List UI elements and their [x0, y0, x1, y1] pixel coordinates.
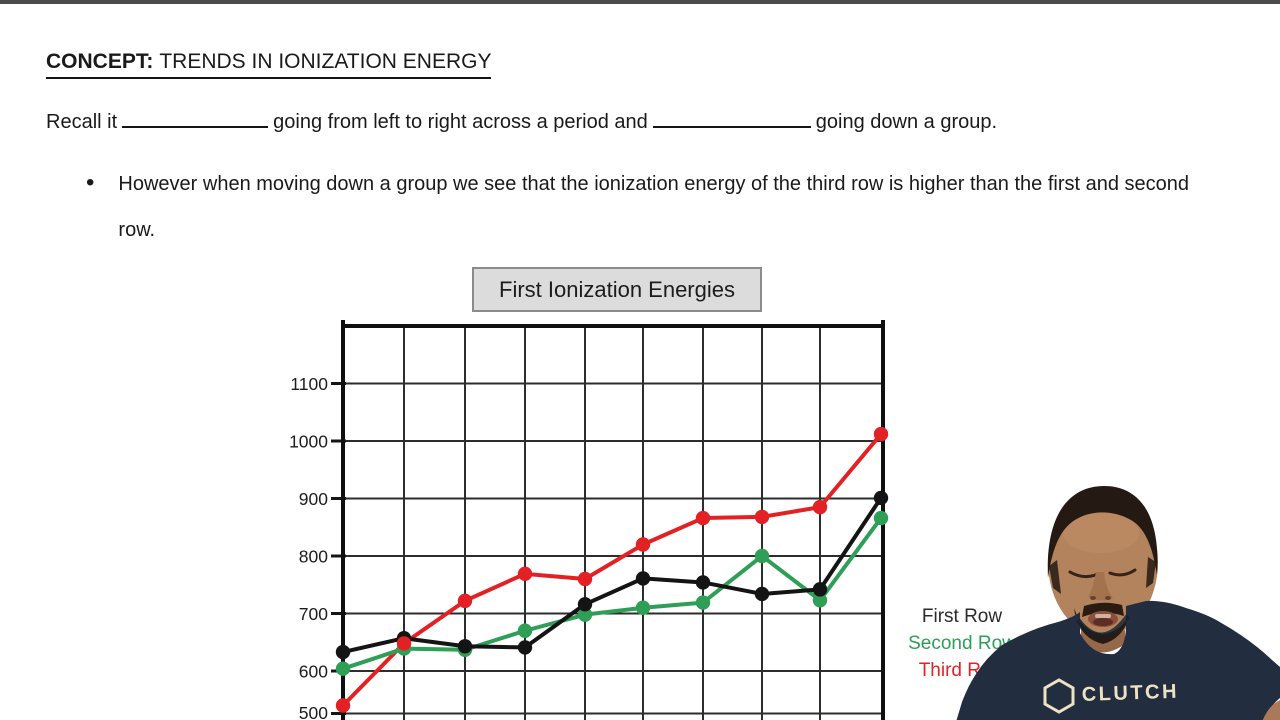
concept-heading-underline: CONCEPT: TRENDS IN IONIZATION ENERGY	[46, 50, 492, 79]
instructor-right-eye	[1108, 568, 1137, 577]
instructor-teeth	[1095, 614, 1111, 618]
chart-title-box: First Ionization Energies	[472, 267, 762, 312]
instructor-photo: CLUTCH	[956, 486, 1280, 720]
recall-text-1: Recall it	[46, 111, 118, 133]
svg-text:700: 700	[299, 604, 328, 624]
instructor-nostril-left	[1090, 596, 1096, 600]
instructor-forehead-highlight	[1063, 513, 1139, 553]
shirt-logo-text: CLUTCH	[1081, 681, 1179, 706]
instructor-hair	[1047, 486, 1158, 578]
blank-line-2	[652, 110, 811, 128]
legend-item-second-row: Second Row	[908, 633, 1016, 654]
svg-text:600: 600	[299, 662, 328, 682]
svg-text:500: 500	[299, 703, 328, 720]
ionization-chart: 500 600 700 800 900 1000 1100	[289, 320, 889, 720]
svg-text:900: 900	[299, 489, 328, 509]
instructor-goatee	[1074, 604, 1132, 644]
bullet-text: However when moving down a group we see …	[118, 173, 1190, 241]
legend-item-first-row: First Row	[921, 606, 1003, 627]
recall-text-2: going from left to right across a period…	[273, 111, 648, 133]
instructor-nostril-right	[1105, 596, 1111, 600]
top-bar	[0, 0, 1280, 4]
svg-text:1100: 1100	[290, 374, 328, 394]
instructor-nose	[1088, 572, 1113, 601]
chart-plot-area: 500 600 700 800 900 1000 1100	[289, 320, 889, 720]
concept-label: CONCEPT:	[46, 50, 154, 73]
instructor-mouth-inner	[1093, 618, 1113, 626]
bullet-marker: •	[86, 169, 95, 196]
instructor-collar	[1076, 614, 1131, 638]
shirt-logo-hexagon-icon	[1043, 678, 1075, 714]
svg-text:1000: 1000	[289, 432, 328, 452]
instructor-arm	[1262, 700, 1280, 720]
bullet-item: • However when moving down a group we se…	[86, 161, 1223, 253]
concept-heading: CONCEPT: TRENDS IN IONIZATION ENERGY	[46, 50, 492, 79]
instructor-shirt	[956, 600, 1280, 720]
blank-line-1	[122, 110, 269, 128]
recall-line: Recall it going from left to right across…	[46, 110, 997, 134]
instructor-sideburn-right	[1146, 557, 1156, 588]
recall-text-3: going down a group.	[815, 111, 998, 133]
instructor-sideburn-left	[1049, 560, 1061, 594]
chart-title: First Ionization Energies	[499, 276, 735, 302]
concept-title: TRENDS IN IONIZATION ENERGY	[159, 50, 492, 73]
svg-text:800: 800	[299, 547, 328, 567]
